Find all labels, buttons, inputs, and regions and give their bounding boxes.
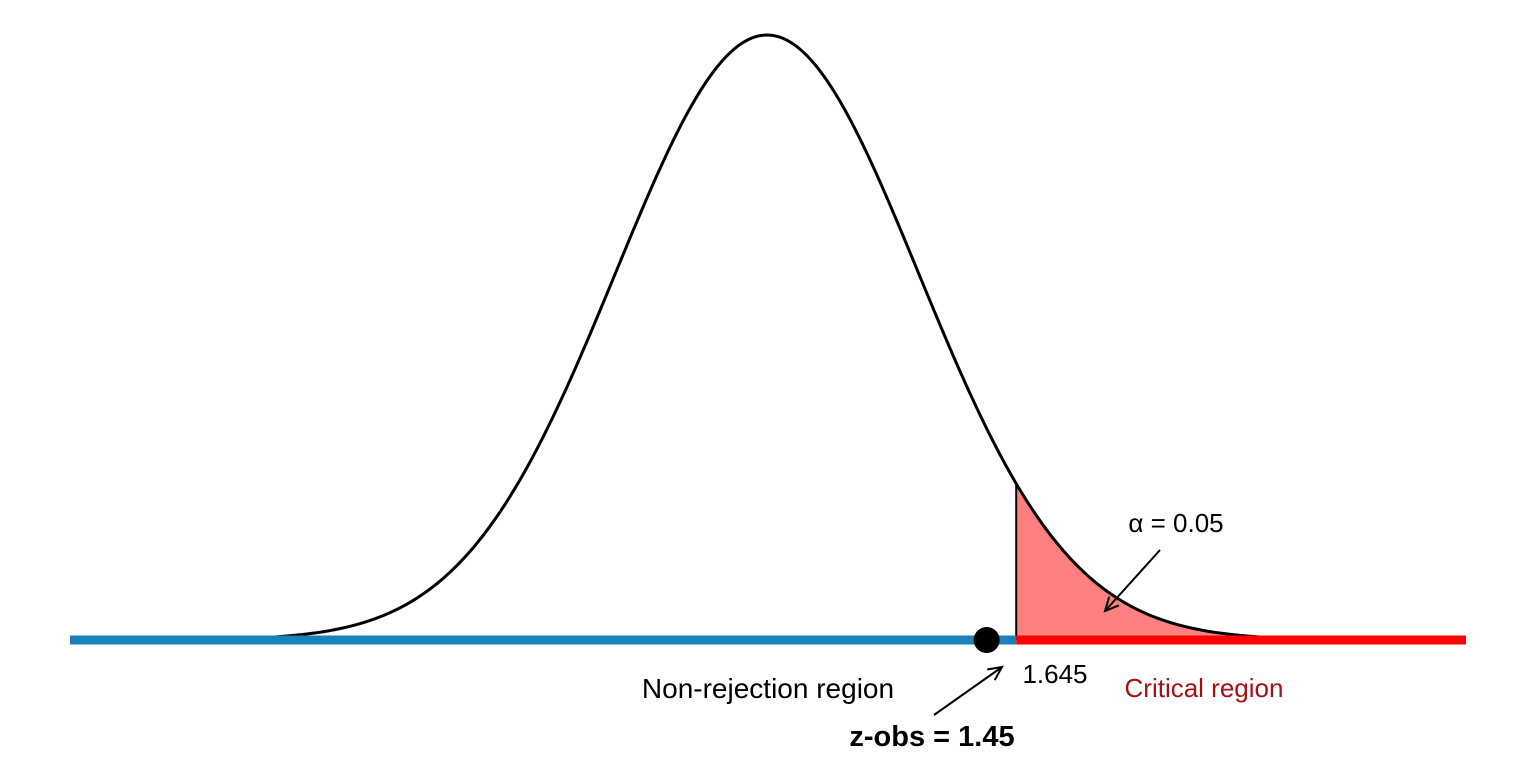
non-rejection-region-label: Non-rejection region	[642, 673, 894, 704]
z-obs-arrow	[933, 666, 1003, 716]
critical-value-label: 1.645	[1022, 659, 1087, 689]
z-obs-arrowhead	[987, 665, 1004, 681]
alpha-arrow	[1104, 549, 1161, 612]
density-curve	[206, 33, 1328, 641]
alpha-label: α = 0.05	[1128, 508, 1223, 538]
critical-area-fill	[1016, 483, 1328, 640]
z-obs-point	[973, 627, 1000, 653]
critical-region-label: Critical region	[1125, 673, 1284, 703]
alpha-arrowhead	[1103, 596, 1120, 613]
z-obs-label: z-obs = 1.45	[849, 721, 1014, 753]
